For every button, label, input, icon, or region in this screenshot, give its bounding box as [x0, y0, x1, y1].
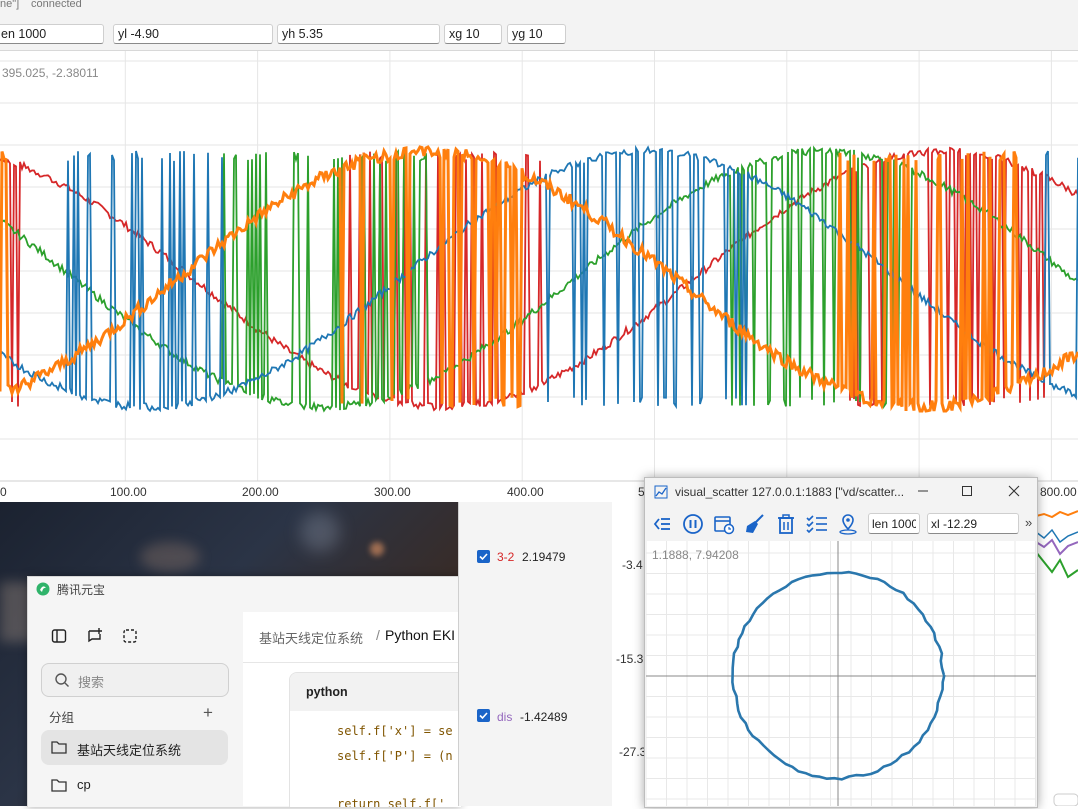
y-axis-strip — [612, 502, 648, 806]
series-label: 3-2 — [497, 550, 515, 564]
x-tick-label: 400.00 — [507, 485, 544, 499]
minimize-icon[interactable] — [916, 484, 930, 498]
location-icon[interactable] — [837, 513, 859, 535]
sidebar-icon[interactable] — [51, 628, 67, 644]
scatter-plot[interactable] — [645, 541, 1036, 806]
checklist-icon[interactable] — [805, 513, 829, 535]
ygrid-input[interactable] — [507, 24, 566, 44]
group-item-label: 基站天线定位系统 — [77, 743, 182, 758]
cursor-coordinate: 395.025, -2.38011 — [2, 66, 99, 80]
trash-icon[interactable] — [775, 513, 797, 535]
topic-label: ne"] — [0, 0, 20, 10]
background-plot-strip — [1035, 502, 1078, 807]
background-plot-svg — [1035, 510, 1078, 807]
code-language: python — [306, 685, 348, 699]
chat-header: 基站天线定位系统 / Python EKI — [243, 612, 460, 663]
code-line: self.f['x'] = se — [337, 724, 453, 738]
connection-status: connected — [31, 0, 82, 10]
breadcrumb-separator: / — [376, 627, 380, 643]
x-tick-label: 300.00 — [374, 485, 411, 499]
search-placeholder: 搜索 — [78, 675, 105, 690]
x-tick-label: 0 — [0, 485, 7, 499]
breadcrumb-current: Python EKI — [385, 627, 456, 643]
close-icon[interactable] — [1007, 484, 1021, 498]
toolbar-overflow-button[interactable]: » — [1025, 515, 1033, 530]
yhigh-input[interactable] — [277, 24, 440, 44]
check-icon — [479, 553, 488, 561]
scatter-plot-svg — [645, 541, 1036, 806]
code-line: self.f['P'] = (n — [337, 749, 453, 763]
add-group-button[interactable]: + — [203, 703, 213, 722]
collapse-icon[interactable] — [651, 513, 673, 535]
code-line: return self.f[' — [337, 797, 446, 807]
scatter-trajectory — [731, 570, 946, 781]
search-icon — [55, 673, 69, 687]
y-tick-label: -3.4 — [622, 558, 643, 572]
series-panel — [458, 502, 614, 806]
series-label: dis — [497, 710, 513, 724]
schedule-icon[interactable] — [713, 513, 735, 535]
code-block-header — [290, 673, 461, 711]
new-chat-icon[interactable] — [86, 627, 104, 645]
top-status-bar: ne"] connected — [0, 0, 1078, 18]
len-input[interactable] — [0, 24, 104, 44]
group-item[interactable]: cp — [41, 769, 228, 801]
yuanbao-title: 腾讯元宝 — [57, 583, 106, 597]
group-item-active[interactable]: 基站天线定位系统 — [41, 730, 228, 765]
series-value: 2.19479 — [522, 550, 566, 564]
x-tick-label: 200.00 — [242, 485, 279, 499]
scatter-len-input[interactable] — [868, 513, 920, 534]
x-tick-label: 5 — [638, 485, 645, 499]
breadcrumb-parent[interactable]: 基站天线定位系统 — [259, 631, 364, 646]
y-tick-label: -27.3 — [619, 745, 647, 759]
line-plot-svg — [0, 51, 1078, 482]
ylow-input[interactable] — [113, 24, 273, 44]
chart-icon — [654, 485, 668, 499]
group-label: 分组 — [49, 711, 75, 725]
series-checkbox-3-2[interactable] — [477, 550, 490, 563]
folder-icon — [51, 779, 67, 792]
scatter-xl-input[interactable] — [927, 513, 1019, 534]
line-plot[interactable] — [0, 51, 1078, 506]
top-controls — [0, 18, 1078, 51]
code-block: python self.f['x'] = se self.f['P'] = (n… — [289, 672, 461, 807]
select-icon[interactable] — [122, 628, 138, 644]
scatter-window-title: visual_scatter 127.0.0.1:1883 ["vd/scatt… — [675, 485, 905, 499]
maximize-icon[interactable] — [960, 484, 974, 498]
series-checkbox-dis[interactable] — [477, 709, 490, 722]
series-line — [0, 145, 1078, 413]
search-box[interactable]: 搜索 — [41, 663, 229, 697]
series-value: -1.42489 — [520, 710, 568, 724]
folder-icon — [51, 741, 67, 754]
x-tick-label: 800.00 — [1040, 485, 1077, 499]
x-tick-label: 100.00 — [110, 485, 147, 499]
y-tick-label: -15.3 — [616, 652, 644, 666]
yuanbao-logo-icon — [36, 582, 50, 596]
broom-icon[interactable] — [744, 513, 766, 535]
group-item-label: cp — [77, 777, 91, 792]
scatter-cursor-coordinate: 1.1888, 7.94208 — [652, 548, 739, 562]
check-icon — [479, 712, 488, 720]
pause-icon[interactable] — [682, 513, 704, 535]
xgrid-input[interactable] — [444, 24, 502, 44]
